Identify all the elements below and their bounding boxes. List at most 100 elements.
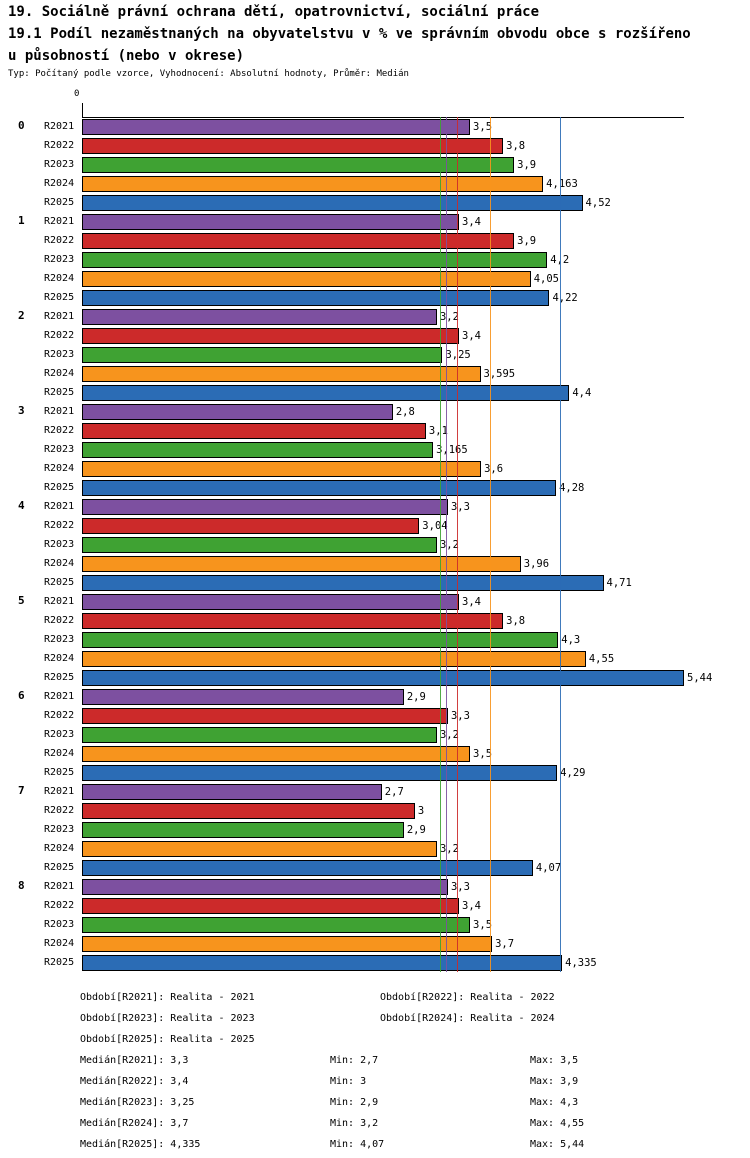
bar-value-label: 4,163: [546, 178, 578, 190]
bar-value-label: 3: [417, 805, 425, 817]
bar-value-label: 3,9: [517, 235, 537, 247]
bar-value-label: 2,7: [384, 786, 404, 798]
chart-bar-r2021: [82, 214, 460, 230]
series-row-label: R2022: [44, 900, 75, 911]
chart-bar-r2023: [82, 347, 443, 363]
bar-value-label: 3,4: [462, 900, 481, 912]
series-row-label: R2023: [44, 254, 75, 265]
chart-bar-r2024: [82, 366, 481, 382]
chart-bar-r2022: [82, 138, 504, 154]
legend-min-r2021: Min: 2,7: [330, 1055, 379, 1066]
chart-bar-r2021: [82, 119, 471, 135]
series-row-label: R2021: [44, 786, 75, 797]
bar-value-label: 2,9: [406, 824, 426, 836]
chart-bar-r2024: [82, 746, 471, 762]
bar-value-label: 3,6: [484, 463, 504, 475]
series-row-label: R2024: [44, 273, 75, 284]
bar-value-label: 4,71: [606, 577, 632, 589]
bar-value-label: 3,595: [483, 368, 516, 380]
series-row-label: R2025: [44, 862, 75, 873]
series-row-label: R2024: [44, 178, 75, 189]
series-row-label: R2025: [44, 767, 75, 778]
series-row-label: R2021: [44, 216, 75, 227]
bar-value-label: 3,25: [445, 349, 471, 361]
x-axis-tick: [82, 103, 83, 117]
category-label: 0: [18, 119, 25, 132]
category-label: 2: [18, 309, 25, 322]
series-row-label: R2021: [44, 596, 75, 607]
bar-value-label: 4,2: [550, 254, 570, 266]
chart-bar-r2024: [82, 461, 482, 477]
chart-bar-r2025: [82, 670, 685, 686]
legend-max-r2024: Max: 4,55: [530, 1118, 585, 1129]
bar-value-label: 4,3: [561, 634, 581, 646]
legend-period-r2024: Období[R2024]: Realita - 2024: [380, 1013, 555, 1024]
category-label: 3: [18, 404, 25, 417]
legend-min-r2025: Min: 4,07: [330, 1139, 385, 1150]
chart-bar-r2025: [82, 765, 558, 781]
chart-bar-r2021: [82, 499, 448, 515]
legend-median-r2022: Medián[R2022]: 3,4: [80, 1076, 189, 1087]
series-row-label: R2023: [44, 729, 75, 740]
legend-period-r2023: Období[R2023]: Realita - 2023: [80, 1013, 255, 1024]
bar-value-label: 3,4: [462, 216, 481, 228]
series-row-label: R2022: [44, 330, 75, 341]
chart-bar-r2025: [82, 480, 557, 496]
chart-title-line2: u působností (nebo v okrese): [8, 48, 245, 64]
bar-value-label: 3,165: [436, 444, 468, 456]
bar-value-label: 3,4: [462, 596, 481, 608]
series-row-label: R2021: [44, 691, 75, 702]
grouped-bar-chart: 0 0 R2021 3,5 R2022 3,8 R2023 3,9 R2024 4,163 R202…: [18, 89, 713, 972]
bar-value-label: 4,52: [585, 197, 611, 209]
legend-period-r2021: Období[R2021]: Realita - 2021: [80, 992, 255, 1003]
bar-value-label: 3,1: [428, 425, 448, 437]
chart-bar-r2024: [82, 176, 544, 192]
bar-value-label: 4,335: [565, 957, 597, 969]
legend-max-r2022: Max: 3,9: [530, 1076, 579, 1087]
chart-bar-r2021: [82, 404, 393, 420]
series-row-label: R2025: [44, 387, 75, 398]
category-label: 5: [18, 594, 25, 607]
series-row-label: R2024: [44, 653, 75, 664]
chart-bar-r2023: [82, 632, 559, 648]
series-row-label: R2022: [44, 425, 75, 436]
category-label: 1: [18, 214, 25, 227]
category-label: 6: [18, 689, 25, 702]
series-row-label: R2025: [44, 482, 75, 493]
chart-bar-r2021: [82, 309, 437, 325]
series-row-label: R2024: [44, 748, 75, 759]
series-row-label: R2024: [44, 938, 75, 949]
x-axis-line: [82, 117, 684, 118]
bar-value-label: 3,5: [473, 121, 493, 133]
bar-value-label: 3,9: [517, 159, 537, 171]
x-axis-origin-label: 0: [74, 89, 80, 99]
chart-bar-r2022: [82, 898, 460, 914]
chart-bar-r2024: [82, 841, 437, 857]
legend-max-r2023: Max: 4,3: [530, 1097, 579, 1108]
category-label: 8: [18, 879, 25, 892]
chart-bar-r2024: [82, 651, 586, 667]
legend-median-r2021: Medián[R2021]: 3,3: [80, 1055, 189, 1066]
chart-bar-r2022: [82, 328, 460, 344]
bar-value-label: 5,44: [687, 672, 713, 684]
median-line-r2025: [560, 117, 562, 972]
series-row-label: R2022: [44, 805, 75, 816]
series-row-label: R2021: [44, 311, 75, 322]
legend-median-r2025: Medián[R2025]: 4,335: [80, 1139, 201, 1150]
chart-bar-r2022: [82, 423, 426, 439]
bar-value-label: 4,55: [588, 653, 615, 665]
bar-value-label: 4,4: [572, 387, 592, 399]
bar-value-label: 3,2: [439, 729, 459, 741]
chart-title-line1: 19.1 Podíl nezaměstnaných na obyvatelstv…: [8, 26, 691, 42]
series-row-label: R2022: [44, 615, 75, 626]
series-row-label: R2022: [44, 710, 75, 721]
series-row-label: R2021: [44, 881, 75, 892]
category-label: 7: [18, 784, 25, 797]
series-row-label: R2022: [44, 520, 75, 531]
series-row-label: R2024: [44, 463, 75, 474]
median-line-r2024: [490, 117, 492, 972]
chart-bar-r2025: [82, 575, 604, 591]
bar-value-label: 2,8: [395, 406, 415, 418]
bar-value-label: 3,5: [473, 919, 493, 931]
series-row-label: R2023: [44, 634, 75, 645]
